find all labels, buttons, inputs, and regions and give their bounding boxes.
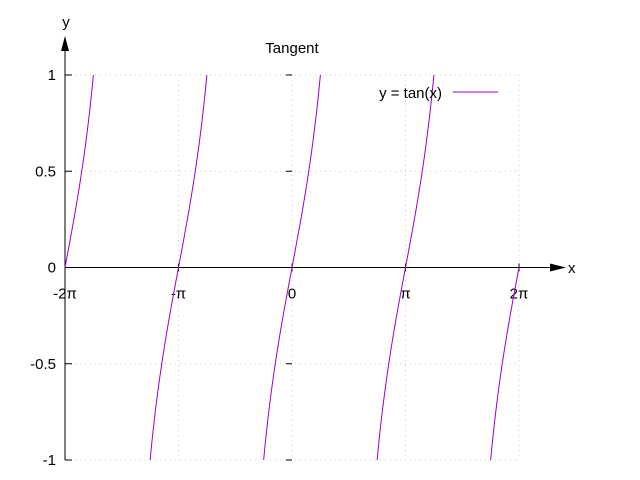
chart-title: Tangent [265,40,319,57]
series-line-segment [149,74,208,461]
series [64,74,520,461]
y-tick-label: -1 [43,452,56,469]
x-tick-label: 0 [288,286,296,303]
legend: y = tan(x) [379,85,498,102]
series-line-segment [263,74,321,461]
series-line-segment [64,74,94,268]
x-tick-label: -2π [53,286,77,303]
y-axis-label: y [62,14,70,31]
y-tick-label: 0.5 [35,163,56,180]
series-line-segment [376,74,435,461]
y-tick-label: -0.5 [30,356,56,373]
y-axis-arrow [61,36,69,51]
series-line-segment [490,267,520,461]
y-tick-label: 1 [48,67,56,84]
axes [61,36,566,460]
x-axis-arrow [550,263,566,272]
x-axis-label: x [568,260,576,277]
legend-entry-label: y = tan(x) [379,85,442,102]
x-tick-label: 2π [510,286,529,303]
y-tick-label: 0 [48,260,56,277]
x-tick-label: π [400,286,410,303]
